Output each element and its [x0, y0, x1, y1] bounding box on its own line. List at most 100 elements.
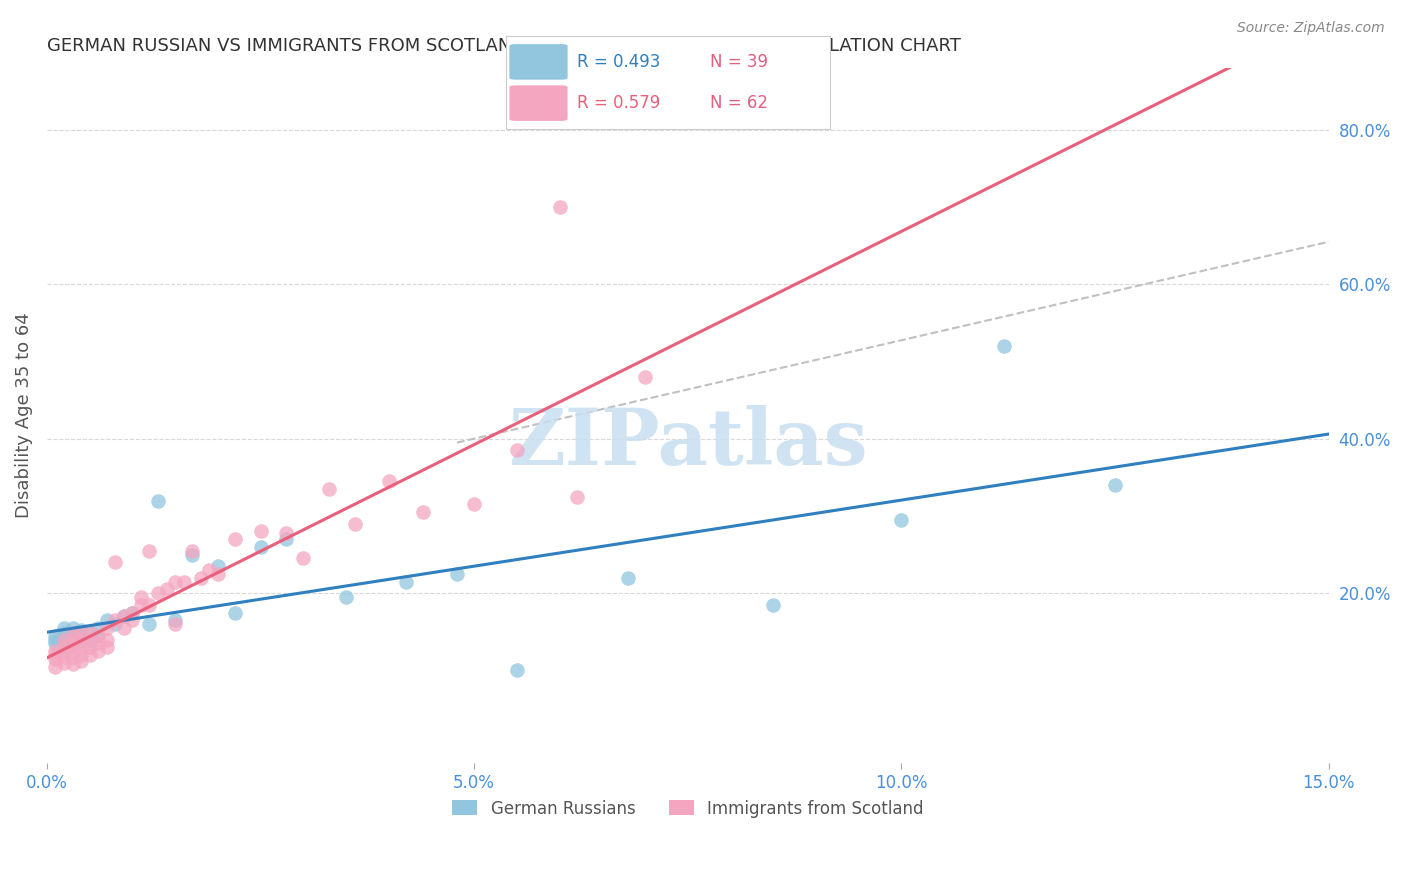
Point [62, 639, 84, 653]
Text: Source: ZipAtlas.com: Source: ZipAtlas.com [1237, 21, 1385, 35]
Point [79, 624, 101, 639]
Text: ZIPatlas: ZIPatlas [508, 405, 868, 482]
Point [70, 634, 93, 648]
Y-axis label: Disability Age 35 to 64: Disability Age 35 to 64 [15, 313, 32, 518]
Point [104, 617, 127, 632]
Point [79, 648, 101, 662]
Point [890, 513, 912, 527]
FancyBboxPatch shape [509, 86, 568, 121]
Point [87, 629, 110, 643]
Point [506, 443, 529, 458]
Point [617, 571, 640, 585]
Point [53, 640, 76, 655]
Point [70, 629, 93, 643]
Point [53, 632, 76, 647]
Point [70, 654, 93, 668]
Point [129, 590, 152, 604]
Point [112, 609, 135, 624]
Point [112, 621, 135, 635]
Point [207, 566, 229, 581]
Point [87, 629, 110, 643]
Point [70, 632, 93, 647]
Point [44, 652, 66, 666]
Point [70, 640, 93, 655]
Point [276, 525, 298, 540]
Point [155, 582, 177, 597]
Point [198, 563, 221, 577]
Point [62, 649, 84, 664]
Point [53, 621, 76, 635]
Point [70, 648, 93, 662]
Point [548, 200, 571, 214]
Point [79, 632, 101, 647]
Point [565, 490, 588, 504]
Point [190, 571, 212, 585]
Point [463, 497, 485, 511]
Point [121, 606, 143, 620]
Point [121, 613, 143, 627]
Point [181, 548, 204, 562]
Point [138, 543, 160, 558]
Point [62, 657, 84, 672]
Point [53, 634, 76, 648]
Point [53, 644, 76, 658]
Point [96, 640, 118, 655]
Point [70, 624, 93, 638]
Point [96, 621, 118, 635]
Text: R = 0.579: R = 0.579 [578, 95, 661, 112]
Point [53, 656, 76, 670]
Point [96, 632, 118, 647]
Point [44, 659, 66, 673]
Legend: German Russians, Immigrants from Scotland: German Russians, Immigrants from Scotlan… [446, 793, 931, 824]
Point [762, 598, 785, 612]
FancyBboxPatch shape [509, 44, 568, 79]
Point [62, 632, 84, 647]
Point [181, 543, 204, 558]
Point [395, 574, 418, 589]
Point [112, 609, 135, 624]
Point [62, 644, 84, 658]
Point [165, 613, 187, 627]
Point [96, 613, 118, 627]
Point [44, 648, 66, 662]
Point [993, 339, 1015, 353]
Point [87, 621, 110, 635]
Point [292, 551, 315, 566]
Point [79, 624, 101, 639]
Point [146, 586, 169, 600]
Point [318, 482, 340, 496]
Point [173, 574, 195, 589]
Point [53, 626, 76, 640]
Point [446, 566, 468, 581]
Point [224, 532, 246, 546]
Point [62, 626, 84, 640]
Point [138, 598, 160, 612]
Point [62, 632, 84, 647]
Point [44, 636, 66, 650]
Point [165, 574, 187, 589]
Point [634, 370, 657, 384]
Point [44, 632, 66, 647]
Point [62, 638, 84, 652]
Point [249, 524, 271, 539]
Point [377, 474, 399, 488]
Point [62, 626, 84, 640]
Point [276, 532, 298, 546]
Point [1104, 478, 1126, 492]
Point [79, 632, 101, 647]
Point [53, 639, 76, 653]
Point [412, 505, 434, 519]
Point [129, 598, 152, 612]
Text: N = 62: N = 62 [710, 95, 768, 112]
Point [146, 493, 169, 508]
Point [62, 621, 84, 635]
Point [87, 644, 110, 658]
Point [506, 664, 529, 678]
Point [70, 624, 93, 639]
Text: R = 0.493: R = 0.493 [578, 53, 661, 70]
Point [207, 559, 229, 574]
Point [138, 617, 160, 632]
Point [53, 649, 76, 664]
Point [44, 629, 66, 643]
Point [249, 540, 271, 554]
